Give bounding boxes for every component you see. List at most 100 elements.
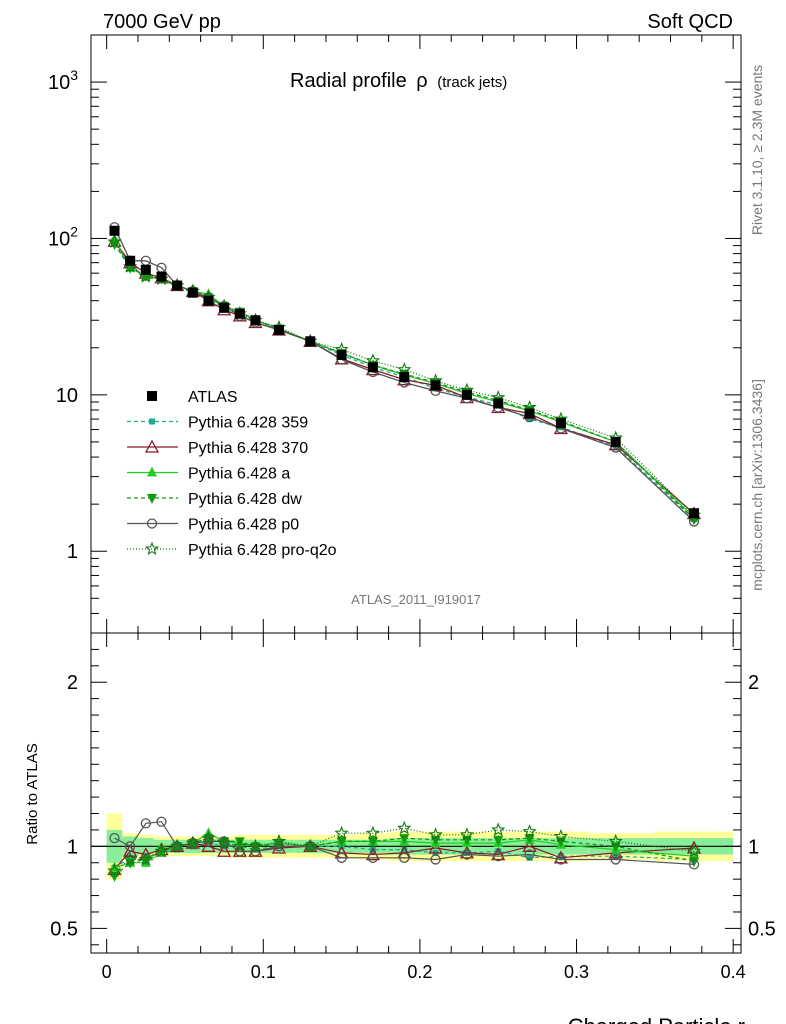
ratio-data-point: [686, 843, 702, 858]
ratio-data-point: [522, 824, 537, 838]
legend-label: Pythia 6.428 pro-q2o: [188, 542, 337, 559]
ratio-y-tick-label: 0.5: [50, 918, 78, 940]
data-point: [109, 225, 120, 236]
data-point: [273, 324, 284, 335]
main-axes: 1 10 102 103: [48, 34, 741, 634]
ratio-data-point: [109, 871, 120, 882]
data-point: [187, 287, 198, 298]
data-point: [555, 418, 566, 429]
ratio-data-point: [399, 852, 410, 863]
legend-marker: [146, 518, 158, 529]
ratio-panel-frame: [90, 632, 742, 954]
ratio-data-point: [555, 854, 567, 865]
ratio-data-point: [187, 839, 198, 850]
legend-item: Pythia 6.428 dw: [127, 491, 302, 508]
legend-item: Pythia 6.428 370: [127, 439, 308, 457]
x-tick-label: 0.3: [564, 962, 589, 982]
ratio-data-point: [524, 849, 535, 860]
ratio-data-point: [461, 835, 472, 846]
ratio-data-point: [169, 838, 185, 853]
ratio-data-point: [234, 846, 245, 857]
ratio-data-point: [459, 845, 474, 859]
ratio-data-point: [689, 857, 700, 868]
ratio-data-point: [248, 838, 263, 853]
ratio-data-point: [491, 822, 506, 837]
ratio-data-point: [608, 833, 623, 848]
series-line: [113, 241, 695, 516]
chart-title: Radial profile ρ (track jets): [290, 70, 507, 92]
legend-label: Pythia 6.428 359: [188, 415, 308, 432]
legend-label: Pythia 6.428 370: [188, 440, 308, 457]
legend-item: Pythia 6.428 a: [127, 466, 290, 483]
ratio-data-point: [367, 837, 378, 848]
data-point: [524, 408, 535, 419]
ratio-data-point: [140, 818, 151, 829]
legend-marker: [144, 439, 160, 453]
ratio-data-point: [557, 853, 564, 860]
legend-label: Pythia 6.428 a: [188, 466, 290, 483]
data-point: [125, 255, 136, 266]
legend-marker: [147, 391, 157, 401]
ratio-data-point: [493, 835, 504, 846]
legend-marker: [144, 541, 160, 556]
ratio-y-axis-title: Ratio to ATLAS: [24, 743, 41, 844]
data-point: [689, 508, 700, 519]
ratio-data-point: [399, 834, 410, 845]
y-tick-label: 103: [48, 67, 78, 94]
ratio-series-line: [114, 827, 695, 872]
ratio-series-line: [114, 837, 695, 877]
analysis-label: ATLAS_2011_I919017: [351, 592, 481, 607]
ratio-data-point: [219, 837, 230, 848]
header-left-label: 7000 GeV pp: [103, 11, 221, 33]
legend-marker: [149, 418, 155, 425]
ratio-series-5: [107, 820, 702, 878]
ratio-data-point: [123, 843, 138, 857]
data-point: [172, 280, 183, 291]
ratio-data-point: [217, 843, 232, 857]
ratio-data-point: [612, 853, 619, 860]
legend-label: ATLAS: [188, 389, 238, 406]
ratio-y-tick-label: 1: [67, 836, 78, 858]
data-point: [219, 302, 230, 313]
legend-item: Pythia 6.428 359: [127, 415, 308, 432]
data-point: [234, 308, 245, 319]
main-series-group: [107, 222, 702, 527]
ratio-data-point: [172, 842, 183, 853]
ratio-data-point: [555, 837, 566, 848]
legend-label: Pythia 6.428 dw: [188, 491, 302, 508]
ratio-data-point: [334, 825, 349, 840]
ratio-data-point: [201, 838, 216, 852]
ratio-data-point: [273, 841, 285, 852]
ratio-data-point: [401, 846, 408, 853]
ratio-data-point: [428, 827, 443, 841]
ratio-data-point: [553, 850, 568, 864]
legend-item: Pythia 6.428 pro-q2o: [127, 541, 337, 559]
ratio-data-point: [109, 832, 120, 844]
legend-marker: [147, 466, 157, 477]
x-tick-label: 0.2: [407, 962, 432, 982]
ratio-data-point: [461, 849, 473, 860]
legend-item: Pythia 6.428 p0: [127, 517, 299, 534]
ratio-data-point: [524, 834, 535, 845]
y-tick-label: 10: [56, 385, 78, 407]
ratio-data-point: [305, 842, 316, 853]
data-point: [336, 349, 347, 360]
data-point: [367, 362, 378, 373]
ratio-data-point: [336, 852, 347, 863]
ratio-y-tick-label: 2: [67, 672, 78, 694]
ratio-data-point: [107, 863, 122, 878]
x-tick-label: 0.1: [251, 962, 276, 982]
ratio-y-tick-label-right: 0.5: [748, 918, 776, 940]
chart-title-main: Radial profile: [290, 70, 407, 92]
ratio-data-point: [232, 838, 247, 853]
ratio-data-point: [154, 843, 169, 858]
data-point: [203, 295, 214, 306]
legend: ATLAS Pythia 6.428 359 Pythia 6.428 370 Pyt…: [127, 389, 337, 559]
ratio-data-point: [430, 835, 441, 846]
ratio-data-point: [365, 825, 381, 840]
ratio-data-point: [156, 845, 167, 856]
x-axis-title: Charged Particle r: [568, 1014, 745, 1024]
mcplots-label: mcplots.cern.ch [arXiv:1306.3436]: [749, 379, 765, 591]
ratio-data-point: [367, 852, 379, 863]
ratio-data-point: [428, 840, 443, 854]
